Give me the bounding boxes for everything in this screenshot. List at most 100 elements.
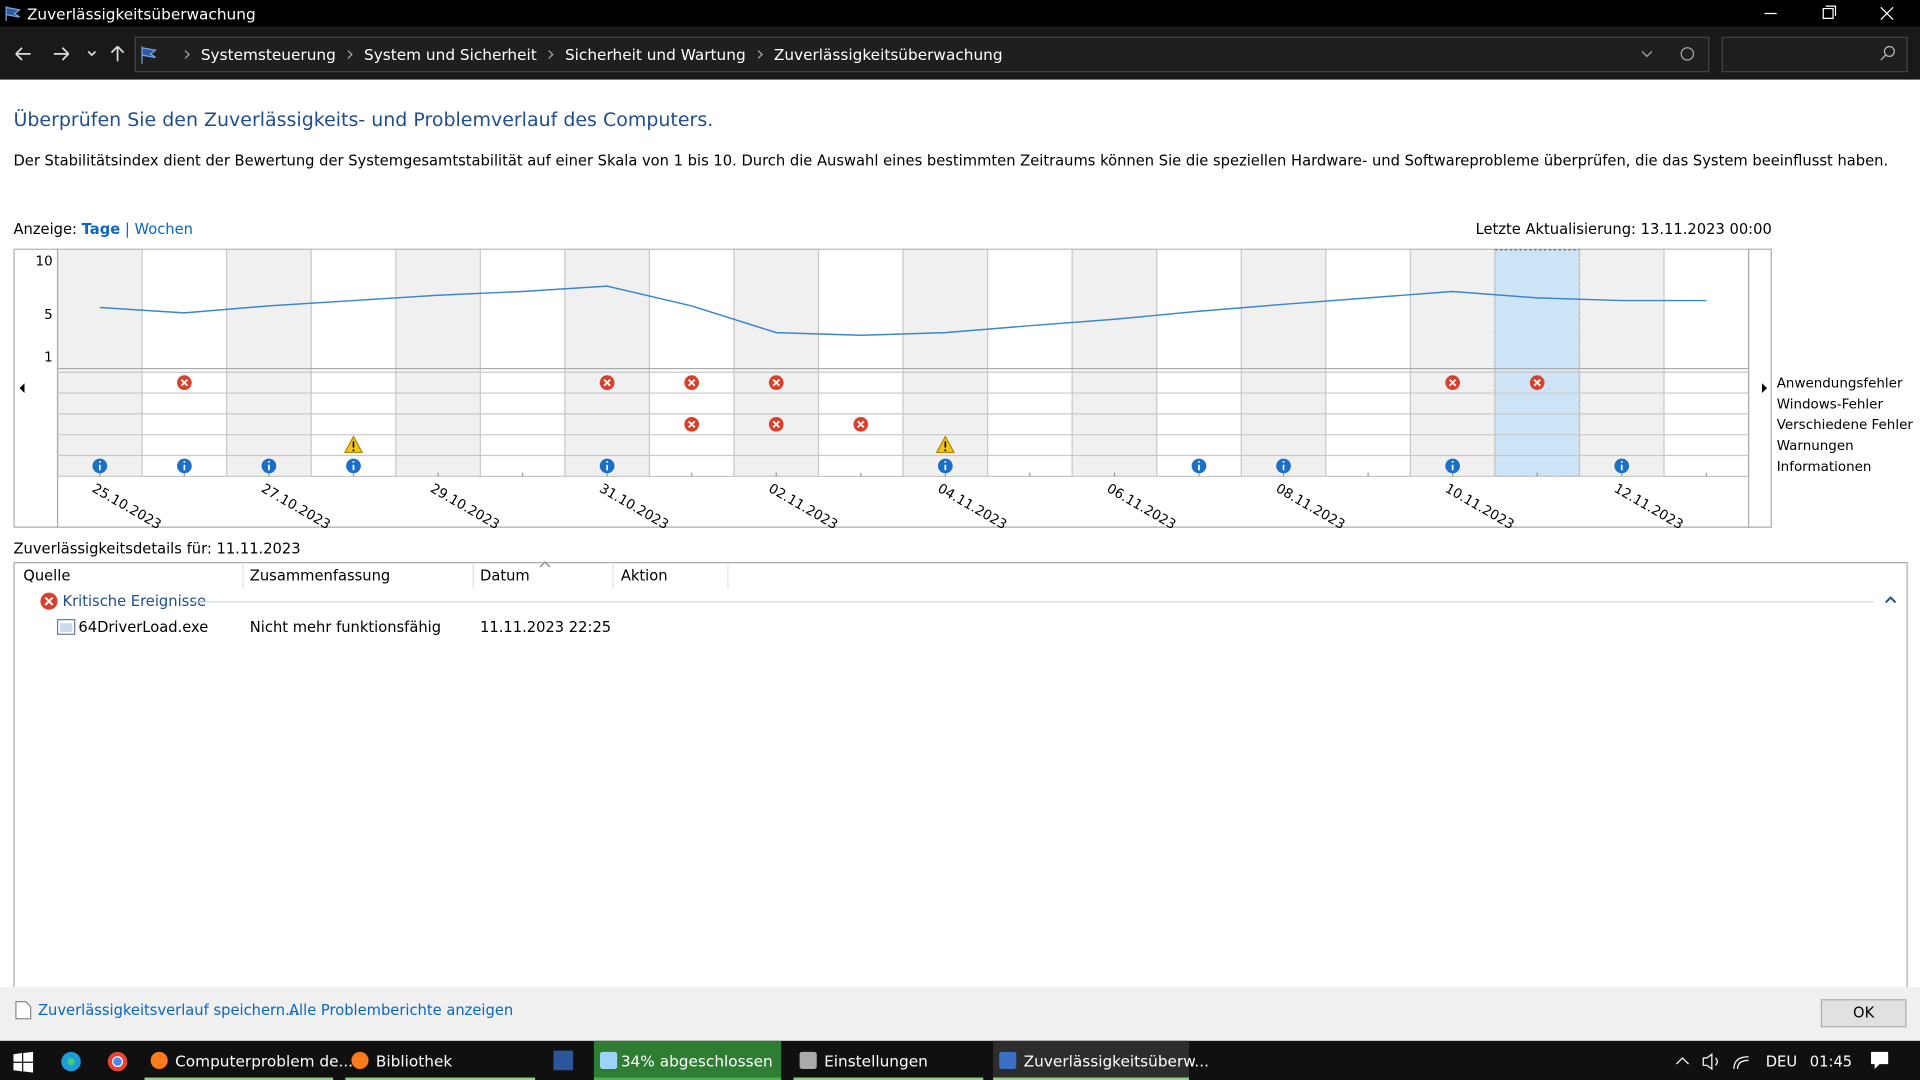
language[interactable]: DEU — [1765, 1053, 1798, 1071]
clock[interactable]: 01:45 — [1809, 1053, 1853, 1071]
event-icon[interactable] — [684, 375, 700, 390]
event-icon[interactable] — [937, 458, 953, 474]
breadcrumb-item[interactable]: System und Sicherheit — [363, 45, 537, 64]
day-column — [649, 249, 734, 477]
day-column — [564, 249, 650, 477]
event-row-label: Warnungen — [1777, 439, 1854, 454]
event-icon[interactable] — [92, 458, 108, 474]
day-column — [987, 249, 1073, 477]
breadcrumb-item[interactable]: Systemsteuerung — [200, 45, 336, 64]
column-header[interactable]: Zusammenfassung — [249, 566, 391, 585]
error-cross — [687, 378, 696, 387]
error-cross — [857, 420, 865, 428]
notification-icon[interactable] — [1870, 1051, 1890, 1071]
day-column — [1325, 249, 1411, 477]
taskbar-item[interactable]: Bibliothek — [345, 1041, 536, 1080]
address-bar[interactable]: Systemsteuerung System und Sicherheit Sich… — [134, 36, 1710, 73]
taskbar-item[interactable]: Einstellungen — [793, 1041, 984, 1080]
scroll-right[interactable] — [1762, 383, 1767, 394]
error-cross — [772, 420, 780, 428]
day-column — [226, 249, 312, 477]
search-box[interactable] — [1721, 36, 1908, 73]
window-title: Zuverlässigkeitsüberwachung — [26, 4, 256, 24]
day-column — [480, 249, 565, 477]
event-icon[interactable] — [599, 458, 615, 474]
taskbar-item[interactable]: Computerproblem de... — [144, 1041, 353, 1080]
event-icon[interactable] — [1529, 375, 1545, 390]
taskbar-item[interactable]: Zuverlässigkeitsüberw... — [993, 1040, 1209, 1080]
scroll-left[interactable] — [19, 383, 25, 394]
footer — [0, 986, 1920, 1041]
collapse-button[interactable] — [1883, 595, 1898, 605]
day-column — [395, 249, 481, 477]
day-column — [1241, 249, 1326, 477]
view-option[interactable]: Tage — [81, 220, 121, 238]
event-icon[interactable] — [1445, 375, 1460, 390]
event-icon[interactable] — [343, 435, 364, 454]
selected-day — [1494, 249, 1581, 477]
event-icon[interactable] — [1276, 458, 1291, 474]
footer-link[interactable]: Zuverlässigkeitsverlauf speichern... — [37, 1001, 300, 1019]
taskbar-item-label: Bibliothek — [375, 1051, 453, 1071]
breadcrumb-separator — [545, 49, 554, 59]
breadcrumb-item[interactable]: Zuverlässigkeitsüberwachung — [773, 45, 1003, 64]
save-icon — [15, 1001, 32, 1020]
view-label: Anzeige: — [13, 220, 77, 238]
address-icon — [141, 45, 157, 64]
event-icon[interactable] — [261, 458, 277, 474]
nav-buttons[interactable] — [10, 42, 128, 66]
page-description: Der Stabilitätsindex dient der Bewertung… — [13, 151, 1889, 169]
word-icon — [553, 1050, 574, 1071]
view-option[interactable]: Wochen — [134, 220, 193, 238]
tray-icons[interactable] — [1673, 1051, 1759, 1073]
day-column — [57, 249, 143, 477]
column-header[interactable]: Aktion — [620, 566, 668, 585]
column-header[interactable]: Datum — [480, 566, 530, 585]
group-header[interactable]: Kritische Ereignisse — [62, 592, 207, 610]
taskbar-item-label: 34% abgeschlossen — [620, 1051, 773, 1071]
column-divider — [727, 564, 729, 589]
column-divider — [242, 564, 244, 589]
event-icon[interactable] — [599, 375, 615, 390]
day-column — [1156, 249, 1242, 477]
column-header[interactable]: Quelle — [23, 566, 71, 585]
column-divider — [472, 564, 474, 589]
event-icon[interactable] — [935, 435, 955, 454]
view-separator: | — [124, 220, 130, 238]
day-column — [733, 249, 819, 477]
breadcrumb-separator — [181, 49, 190, 59]
event-row-label: Informationen — [1777, 460, 1872, 475]
event-icon[interactable] — [177, 375, 192, 390]
event-icon[interactable] — [768, 375, 784, 390]
event-icon[interactable] — [853, 416, 869, 432]
day-column — [818, 249, 904, 477]
window-controls[interactable] — [1739, 0, 1920, 27]
footer-link[interactable]: Alle Problemberichte anzeigen — [288, 1001, 514, 1019]
y-tick-label: 1 — [44, 351, 53, 366]
taskbar-item-icon — [799, 1051, 817, 1069]
ok-button[interactable]: OK — [1820, 999, 1907, 1028]
y-tick-label: 10 — [36, 254, 53, 269]
event-icon[interactable] — [1614, 458, 1630, 474]
app-icon — [5, 6, 22, 21]
event-row-label: Windows-Fehler — [1777, 397, 1884, 412]
taskbar-pinned[interactable] — [12, 1051, 134, 1073]
event-icon[interactable] — [1191, 458, 1207, 474]
taskbar-item-icon — [351, 1051, 369, 1069]
error-cross — [772, 378, 780, 387]
event-icon[interactable] — [346, 458, 361, 474]
column-divider — [612, 564, 614, 589]
event-icon[interactable] — [177, 458, 192, 474]
table-cell: 11.11.2023 22:25 — [480, 618, 612, 636]
stability-line — [99, 285, 1707, 337]
breadcrumb-item[interactable]: Sicherheit und Wartung — [564, 45, 746, 64]
view-switch: Anzeige: Tage | Wochen — [13, 220, 192, 237]
event-icon[interactable] — [768, 416, 784, 432]
event-icon[interactable] — [1445, 458, 1460, 474]
table-cell: Nicht mehr funktionsfähig — [249, 618, 442, 636]
taskbar-item[interactable]: 34% abgeschlossen — [593, 1040, 782, 1080]
event-icon[interactable] — [684, 416, 700, 432]
address-buttons[interactable] — [1636, 42, 1705, 66]
